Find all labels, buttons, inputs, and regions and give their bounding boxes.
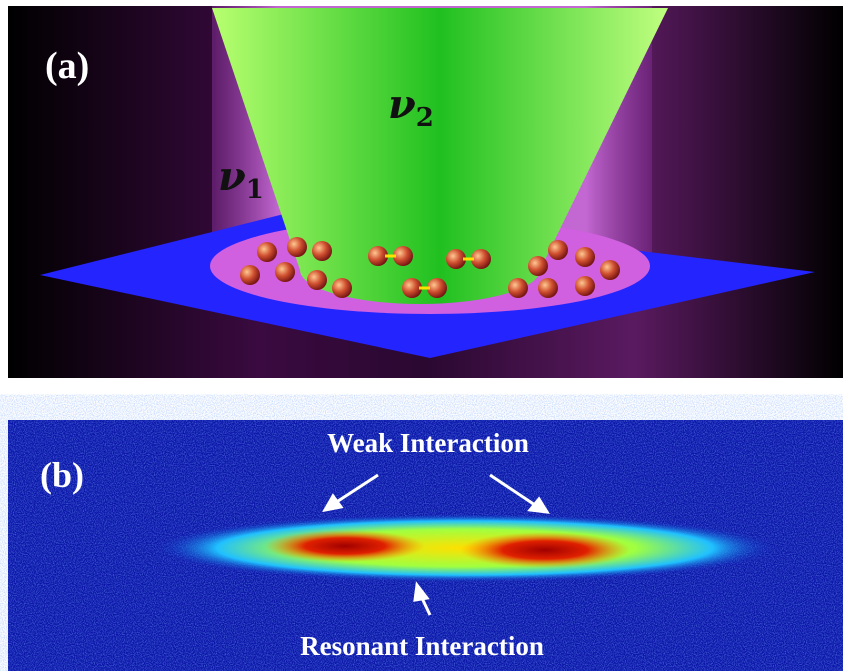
- subscript: 1: [246, 175, 264, 205]
- annotation: Resonant Interaction: [300, 631, 544, 661]
- panel-label: (a): [45, 45, 89, 87]
- symbol: ν: [218, 153, 246, 200]
- symbol: ν: [388, 81, 416, 128]
- hot-spot: [265, 530, 425, 562]
- subscript: 2: [416, 103, 434, 133]
- panel-label: (b): [40, 455, 84, 495]
- annotation: Weak Interaction: [327, 428, 529, 458]
- figure: (a) ν1 ν2 (b) Weak Interaction Resonant …: [0, 0, 843, 671]
- hot-spot: [460, 532, 630, 568]
